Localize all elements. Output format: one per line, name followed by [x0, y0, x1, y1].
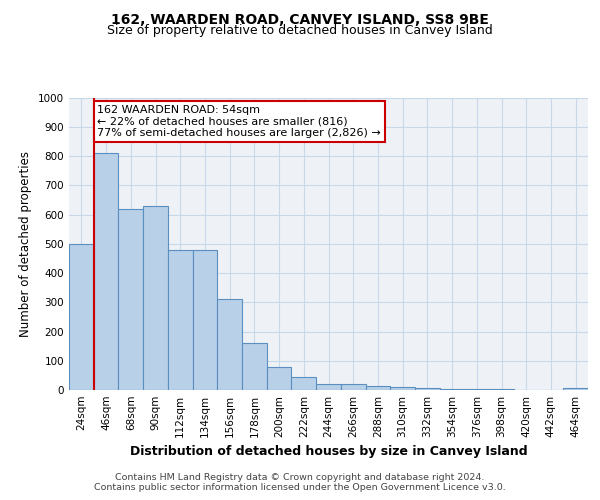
Bar	[563, 388, 588, 390]
Text: 162, WAARDEN ROAD, CANVEY ISLAND, SS8 9BE: 162, WAARDEN ROAD, CANVEY ISLAND, SS8 9B…	[111, 12, 489, 26]
Bar	[143, 206, 168, 390]
Bar	[464, 389, 489, 390]
Bar	[118, 208, 143, 390]
Bar	[267, 366, 292, 390]
X-axis label: Distribution of detached houses by size in Canvey Island: Distribution of detached houses by size …	[130, 446, 527, 458]
Bar	[94, 153, 118, 390]
Bar	[69, 244, 94, 390]
Bar	[168, 250, 193, 390]
Text: Contains public sector information licensed under the Open Government Licence v3: Contains public sector information licen…	[94, 484, 506, 492]
Bar	[365, 386, 390, 390]
Bar	[440, 388, 464, 390]
Text: Contains HM Land Registry data © Crown copyright and database right 2024.: Contains HM Land Registry data © Crown c…	[115, 472, 485, 482]
Bar	[292, 378, 316, 390]
Bar	[341, 384, 365, 390]
Bar	[390, 387, 415, 390]
Text: Size of property relative to detached houses in Canvey Island: Size of property relative to detached ho…	[107, 24, 493, 37]
Bar	[242, 343, 267, 390]
Y-axis label: Number of detached properties: Number of detached properties	[19, 151, 32, 337]
Bar	[316, 384, 341, 390]
Bar	[193, 250, 217, 390]
Bar	[415, 388, 440, 390]
Text: 162 WAARDEN ROAD: 54sqm
← 22% of detached houses are smaller (816)
77% of semi-d: 162 WAARDEN ROAD: 54sqm ← 22% of detache…	[97, 105, 381, 138]
Bar	[217, 300, 242, 390]
